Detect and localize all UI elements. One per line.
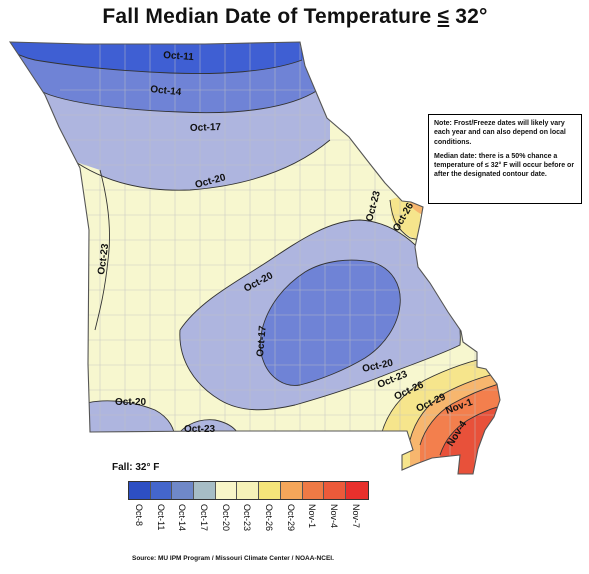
contour-label: Oct-23 (96, 243, 111, 276)
contour-label: Oct-23 (184, 424, 216, 435)
legend-label: Oct-23 (242, 504, 253, 532)
zone-oct-17-central (260, 260, 401, 386)
legend-swatch (345, 482, 368, 499)
contour-label: Oct-20 (115, 397, 147, 408)
legend-label: Nov-4 (329, 504, 340, 529)
legend-title: Fall: 32° F (112, 462, 160, 473)
legend-swatch (172, 482, 195, 499)
legend-color-bar (128, 481, 369, 500)
state-outline (8, 41, 501, 475)
legend-swatch (129, 482, 151, 499)
legend-swatch (259, 482, 281, 499)
contour-label: Oct-14 (150, 84, 183, 98)
source-citation: Source: MU IPM Program / Missouri Climat… (132, 555, 334, 562)
legend-swatch (150, 482, 173, 499)
legend-label: Oct-29 (285, 504, 296, 532)
legend-label: Oct-14 (177, 504, 188, 532)
contour-label: Oct-17 (255, 325, 269, 357)
contour-label: Oct-11 (163, 50, 195, 63)
legend-swatch (302, 482, 325, 499)
zone-oct-20-southwest (70, 400, 175, 440)
legend-label: Nov-1 (307, 504, 318, 529)
legend-label: Oct-11 (155, 504, 166, 531)
zone-oct-11-north (10, 42, 310, 74)
legend-labels: Oct-8 Oct-11 Oct-14 Oct-17 Oct-20 Oct-23 Oct-2… (128, 504, 378, 534)
legend-label: Nov-7 (350, 504, 361, 529)
county-grid (60, 42, 498, 470)
legend-label: Oct-20 (220, 504, 231, 532)
legend-label: Oct-8 (133, 504, 144, 527)
zone-oct-26-northeast (390, 197, 420, 240)
legend-label: Oct-26 (264, 504, 275, 532)
map-title: Fall Median Date of Temperature ≤ 32° (60, 5, 530, 29)
map-title-text: Fall Median Date of Temperature (102, 5, 438, 28)
map-title-temperature: 32° (449, 5, 488, 28)
legend-swatch (237, 482, 260, 499)
legend-swatch (215, 482, 238, 499)
legend-swatch (324, 482, 346, 499)
contour-label: Oct-17 (190, 122, 222, 134)
note-box: Note: Frost/Freeze dates will likely var… (428, 114, 582, 204)
legend-swatch (194, 482, 216, 499)
note-variability-text: Note: Frost/Freeze dates will likely var… (434, 120, 566, 146)
map-title-symbol: ≤ (437, 5, 450, 28)
legend-label: Oct-17 (198, 504, 209, 532)
note-median-text: Median date: there is a 50% chance a tem… (434, 152, 575, 179)
legend-swatch (280, 482, 303, 499)
